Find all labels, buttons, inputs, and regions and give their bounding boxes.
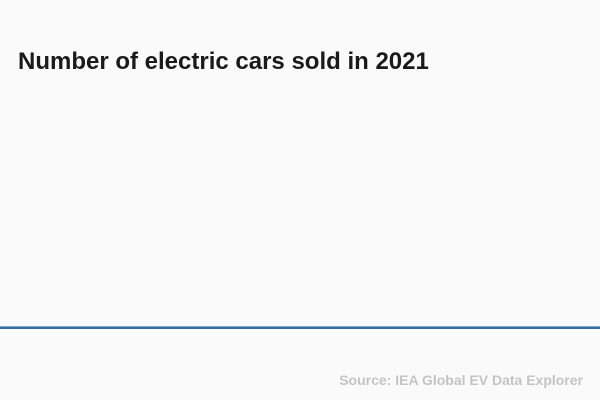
- chart-title: Number of electric cars sold in 2021: [18, 48, 429, 76]
- x-axis-baseline: [0, 326, 600, 329]
- plot-area-empty: [0, 70, 600, 326]
- source-credit: Source: IEA Global EV Data Explorer: [339, 372, 583, 388]
